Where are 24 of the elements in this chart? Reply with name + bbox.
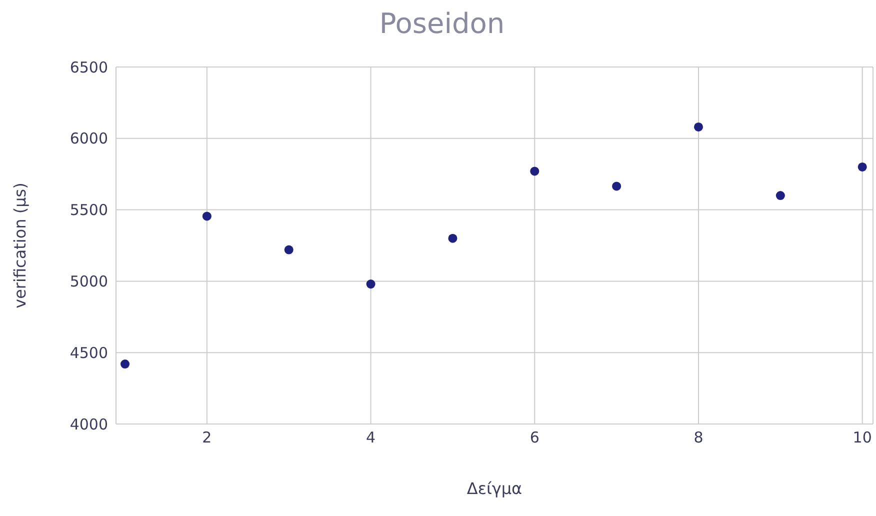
x-tick-label: 10 (852, 428, 872, 447)
chart-title: Poseidon (378, 6, 506, 42)
point (694, 122, 704, 132)
point (612, 182, 622, 191)
x-tick-label: 6 (530, 428, 540, 447)
point (284, 245, 294, 254)
x-tick-label: 4 (366, 428, 376, 447)
y-tick-label: 4000 (70, 415, 108, 434)
point (776, 191, 785, 200)
point (366, 280, 376, 289)
point (448, 234, 458, 243)
x-axis-title: Δείγμα (466, 479, 522, 498)
y-tick-label: 5000 (70, 272, 108, 291)
x-tick-label: 2 (202, 428, 212, 447)
y-tick-label: 6000 (70, 130, 108, 148)
point (120, 360, 130, 369)
point (202, 212, 212, 221)
point (530, 166, 540, 176)
point (858, 162, 867, 172)
y-tick-label: 5500 (70, 201, 108, 220)
y-axis-title: verification (μs) (10, 182, 30, 308)
y-tick-label: 6500 (70, 58, 108, 76)
y-tick-label: 4500 (70, 344, 108, 362)
x-tick-label: 8 (694, 428, 704, 447)
